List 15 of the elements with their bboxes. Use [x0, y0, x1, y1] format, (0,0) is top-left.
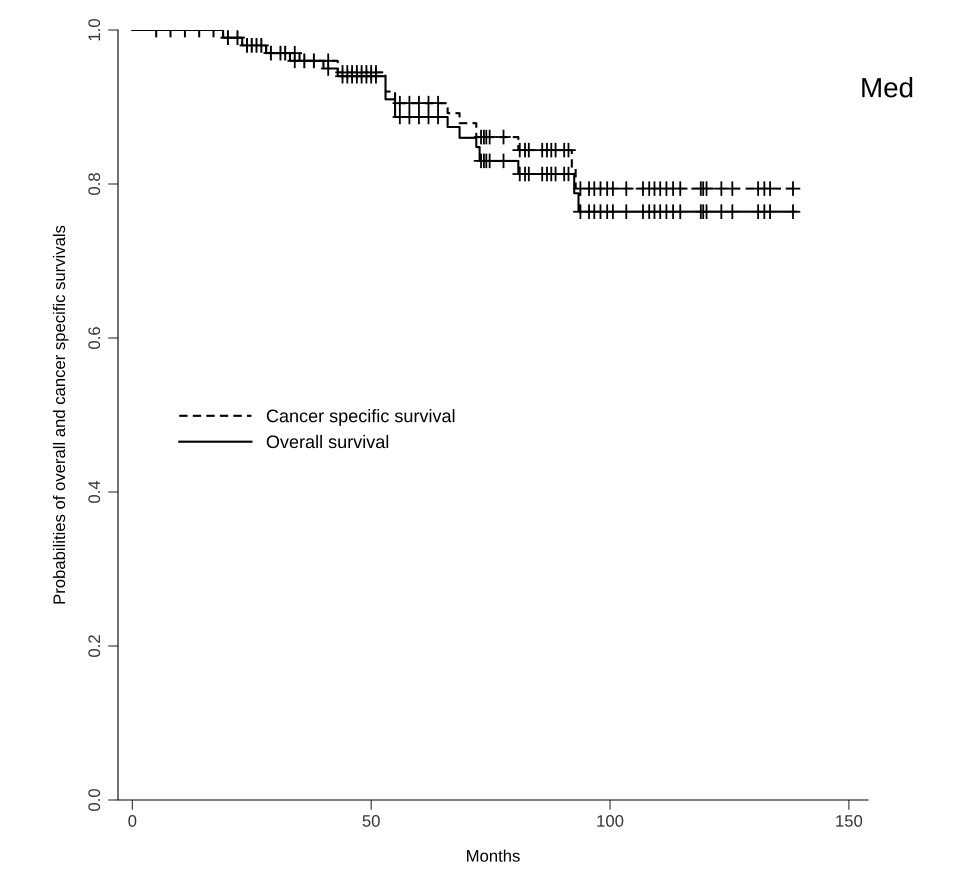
x-tick-label: 50	[362, 815, 380, 827]
y-tick-label: 0.6	[88, 327, 100, 349]
y-tick-label: 0.0	[88, 789, 100, 811]
x-axis-title: Months	[467, 850, 520, 862]
y-tick-label: 0.2	[88, 635, 100, 657]
annotation: Med	[862, 77, 912, 98]
y-axis-title: Probabilities of overall and cancer specific survivals	[52, 226, 68, 604]
y-tick-label: 0.4	[88, 480, 100, 503]
x-tick-label: 0	[128, 815, 136, 827]
legend-label: Cancer specific survival	[266, 409, 454, 426]
x-tick-label: 100	[597, 815, 624, 827]
y-tick-label: 0.8	[88, 173, 100, 195]
x-tick-label: 150	[836, 815, 862, 827]
legend-label: Overall survival	[266, 434, 388, 448]
y-tick-label: 1.0	[88, 19, 100, 40]
